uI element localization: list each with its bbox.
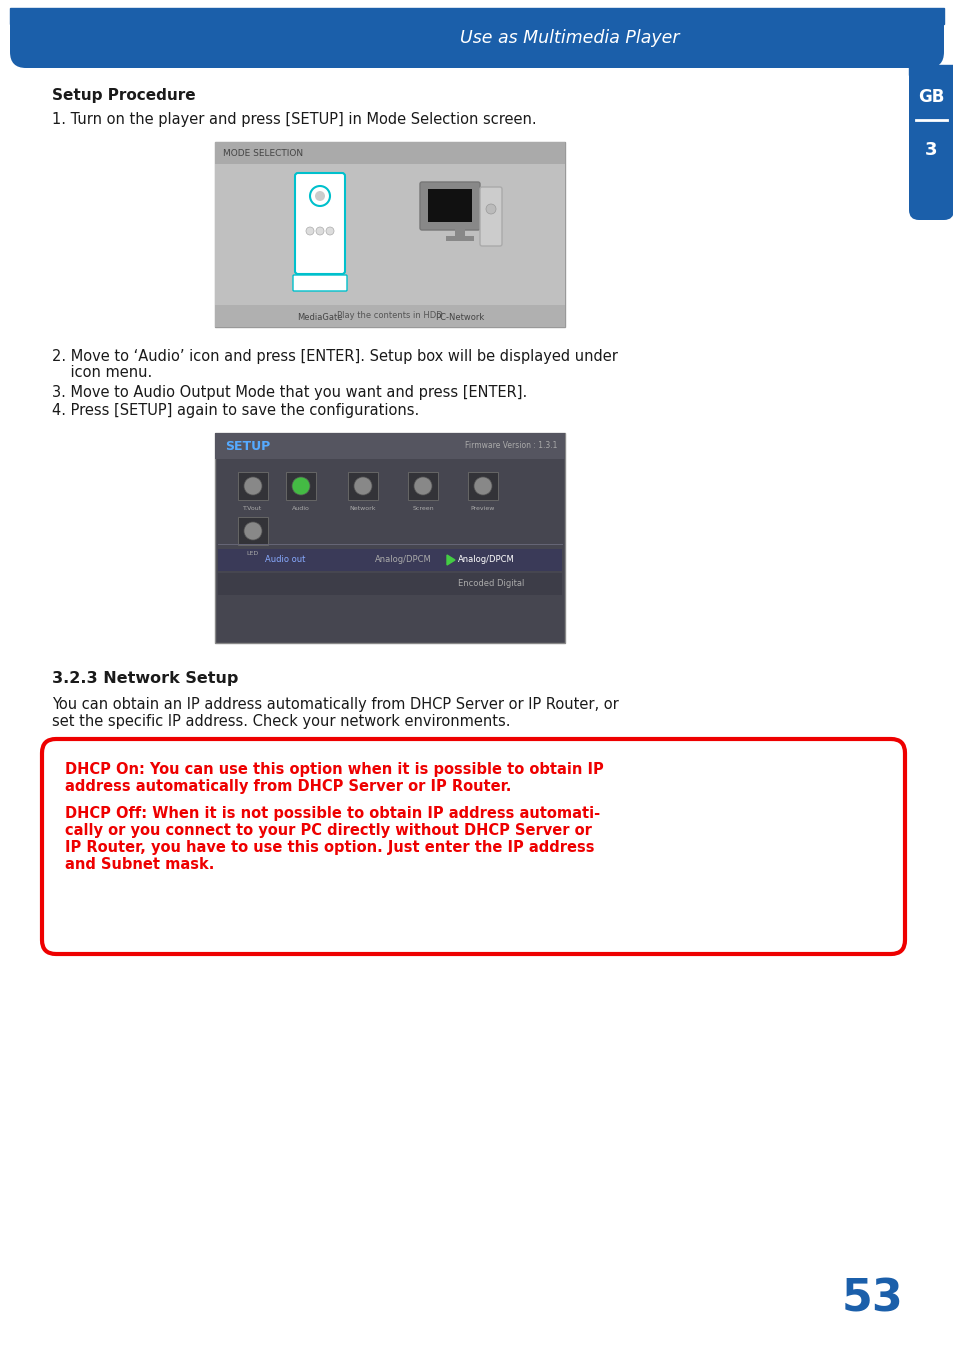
Bar — [214, 306, 564, 327]
Bar — [408, 472, 437, 500]
Text: set the specific IP address. Check your network environments.: set the specific IP address. Check your … — [52, 714, 510, 729]
Bar — [286, 472, 315, 500]
Circle shape — [310, 187, 330, 206]
Text: PC-Network: PC-Network — [435, 314, 484, 322]
Text: address automatically from DHCP Server or IP Router.: address automatically from DHCP Server o… — [65, 779, 511, 794]
Bar — [348, 472, 377, 500]
Circle shape — [326, 227, 334, 235]
Text: icon menu.: icon menu. — [52, 365, 152, 380]
FancyBboxPatch shape — [419, 183, 479, 230]
Text: Use as Multimedia Player: Use as Multimedia Player — [459, 28, 679, 47]
Text: T.Vout: T.Vout — [243, 506, 262, 511]
Bar — [218, 549, 561, 571]
Bar — [468, 472, 497, 500]
Text: You can obtain an IP address automatically from DHCP Server or IP Router, or: You can obtain an IP address automatical… — [52, 698, 618, 713]
Text: 4. Press [SETUP] again to save the configurations.: 4. Press [SETUP] again to save the confi… — [52, 403, 418, 418]
Text: cally or you connect to your PC directly without DHCP Server or: cally or you connect to your PC directly… — [65, 823, 591, 838]
Text: MediaGate: MediaGate — [297, 314, 342, 322]
FancyBboxPatch shape — [293, 274, 347, 291]
Text: Analog/DPCM: Analog/DPCM — [457, 556, 515, 565]
Text: LED: LED — [247, 552, 259, 556]
Circle shape — [292, 477, 310, 495]
Bar — [214, 433, 564, 458]
Text: SETUP: SETUP — [225, 439, 270, 453]
Bar — [214, 164, 564, 306]
FancyBboxPatch shape — [479, 187, 501, 246]
Text: DHCP On: You can use this option when it is possible to obtain IP: DHCP On: You can use this option when it… — [65, 763, 603, 777]
Bar — [214, 142, 564, 327]
Bar — [237, 472, 268, 500]
Text: 53: 53 — [841, 1278, 902, 1320]
Text: IP Router, you have to use this option. Just enter the IP address: IP Router, you have to use this option. … — [65, 840, 594, 854]
Text: Firmware Version : 1.3.1: Firmware Version : 1.3.1 — [464, 442, 557, 450]
Bar — [214, 433, 564, 644]
Text: 1. Turn on the player and press [SETUP] in Mode Selection screen.: 1. Turn on the player and press [SETUP] … — [52, 112, 536, 127]
FancyBboxPatch shape — [10, 8, 943, 68]
Text: Encoded Digital: Encoded Digital — [457, 580, 524, 588]
Text: 3: 3 — [924, 141, 937, 160]
Bar — [218, 573, 561, 595]
Text: DHCP Off: When it is not possible to obtain IP address automati-: DHCP Off: When it is not possible to obt… — [65, 806, 599, 821]
Text: 3. Move to Audio Output Mode that you want and press [ENTER].: 3. Move to Audio Output Mode that you wa… — [52, 385, 527, 400]
Bar — [908, 65, 953, 74]
Bar — [214, 142, 564, 164]
Bar — [237, 516, 268, 545]
Text: 2. Move to ‘Audio’ icon and press [ENTER]. Setup box will be displayed under: 2. Move to ‘Audio’ icon and press [ENTER… — [52, 349, 618, 364]
Circle shape — [354, 477, 372, 495]
Text: 3.2.3 Network Setup: 3.2.3 Network Setup — [52, 671, 238, 685]
Bar — [10, 8, 943, 24]
Circle shape — [474, 477, 492, 495]
Text: Analog/DPCM: Analog/DPCM — [375, 556, 432, 565]
Circle shape — [244, 477, 262, 495]
Text: Setup Procedure: Setup Procedure — [52, 88, 195, 103]
Polygon shape — [447, 556, 455, 565]
Text: Screen: Screen — [412, 506, 434, 511]
Text: and Subnet mask.: and Subnet mask. — [65, 857, 214, 872]
Circle shape — [485, 204, 496, 214]
Text: GB: GB — [918, 88, 943, 105]
Circle shape — [314, 191, 325, 201]
Text: MODE SELECTION: MODE SELECTION — [223, 149, 303, 157]
Circle shape — [244, 522, 262, 539]
Text: Audio out: Audio out — [265, 556, 305, 565]
Bar — [455, 228, 464, 237]
Circle shape — [315, 227, 324, 235]
Circle shape — [414, 477, 432, 495]
Text: Network: Network — [350, 506, 375, 511]
Bar — [428, 189, 472, 222]
Bar — [446, 237, 474, 241]
FancyBboxPatch shape — [908, 65, 953, 220]
Circle shape — [306, 227, 314, 235]
FancyBboxPatch shape — [294, 173, 345, 274]
Text: Play the contents in HDD: Play the contents in HDD — [336, 311, 442, 320]
FancyBboxPatch shape — [42, 740, 904, 955]
Text: Preview: Preview — [471, 506, 495, 511]
Text: Audio: Audio — [292, 506, 310, 511]
